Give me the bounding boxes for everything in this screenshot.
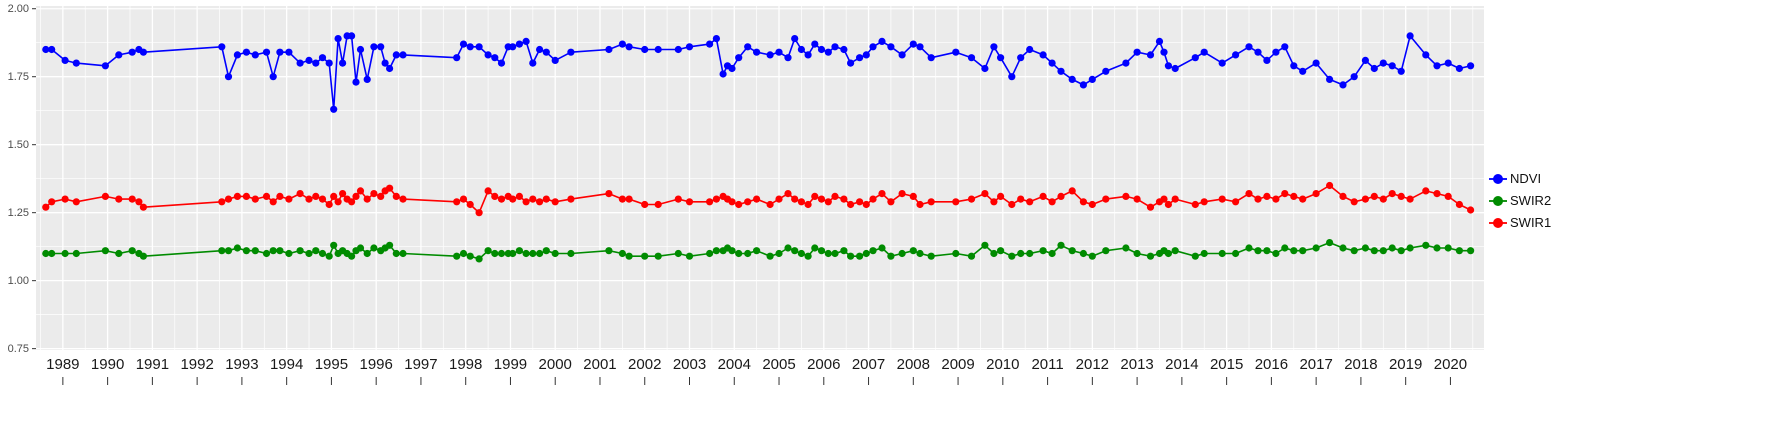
svg-text:2014: 2014 bbox=[1165, 356, 1198, 373]
legend-item-swir2: SWIR2 bbox=[1489, 192, 1552, 210]
svg-text:2018: 2018 bbox=[1344, 356, 1377, 373]
svg-text:2006: 2006 bbox=[807, 356, 840, 373]
svg-text:0.75: 0.75 bbox=[8, 343, 29, 355]
svg-text:2001: 2001 bbox=[583, 356, 616, 373]
svg-text:1989: 1989 bbox=[46, 356, 79, 373]
svg-text:2003: 2003 bbox=[673, 356, 706, 373]
legend-label-ndvi: NDVI bbox=[1510, 171, 1542, 186]
legend-item-ndvi: NDVI bbox=[1489, 170, 1551, 188]
svg-text:2011: 2011 bbox=[1031, 356, 1063, 373]
ndvi-series-key-icon bbox=[1489, 174, 1507, 184]
svg-text:2009: 2009 bbox=[941, 356, 974, 373]
svg-text:1991: 1991 bbox=[136, 356, 169, 373]
svg-text:2010: 2010 bbox=[986, 356, 1019, 373]
legend-label-swir1: SWIR1 bbox=[1510, 215, 1552, 230]
legend-item-swir1: SWIR1 bbox=[1489, 214, 1552, 232]
svg-text:2019: 2019 bbox=[1389, 356, 1422, 373]
swir1-series-key-icon bbox=[1489, 218, 1507, 228]
svg-text:2004: 2004 bbox=[718, 356, 751, 373]
svg-text:2013: 2013 bbox=[1120, 356, 1153, 373]
svg-text:2020: 2020 bbox=[1434, 356, 1467, 373]
svg-text:1994: 1994 bbox=[270, 356, 303, 373]
svg-text:2015: 2015 bbox=[1210, 356, 1243, 373]
svg-text:1.50: 1.50 bbox=[8, 139, 29, 151]
legend-label-swir2: SWIR2 bbox=[1510, 193, 1552, 208]
swir2-series-key-icon bbox=[1489, 196, 1507, 206]
svg-text:1.25: 1.25 bbox=[8, 207, 29, 219]
svg-text:2000: 2000 bbox=[539, 356, 572, 373]
svg-text:1995: 1995 bbox=[315, 356, 348, 373]
svg-text:2.00: 2.00 bbox=[8, 3, 29, 15]
svg-text:2017: 2017 bbox=[1299, 356, 1332, 373]
svg-text:2016: 2016 bbox=[1255, 356, 1288, 373]
svg-text:1.00: 1.00 bbox=[8, 275, 29, 287]
svg-text:1998: 1998 bbox=[449, 356, 482, 373]
svg-text:1999: 1999 bbox=[494, 356, 527, 373]
svg-text:1996: 1996 bbox=[359, 356, 392, 373]
svg-text:2002: 2002 bbox=[628, 356, 661, 373]
svg-text:1990: 1990 bbox=[91, 356, 124, 373]
svg-text:2012: 2012 bbox=[1076, 356, 1109, 373]
svg-text:1993: 1993 bbox=[225, 356, 258, 373]
svg-text:2005: 2005 bbox=[762, 356, 795, 373]
svg-text:1992: 1992 bbox=[180, 356, 213, 373]
svg-text:2007: 2007 bbox=[852, 356, 885, 373]
svg-text:1.75: 1.75 bbox=[8, 71, 29, 83]
svg-text:1997: 1997 bbox=[404, 356, 437, 373]
svg-text:2008: 2008 bbox=[897, 356, 930, 373]
legend: NDVI SWIR2 SWIR1 bbox=[1489, 170, 1552, 232]
